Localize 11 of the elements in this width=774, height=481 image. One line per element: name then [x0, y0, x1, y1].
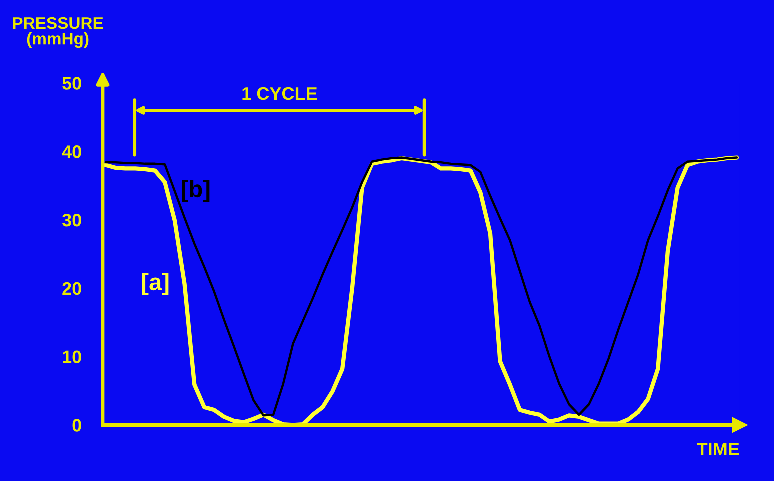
y-axis-title: PRESSURE (mmHg) — [13, 17, 104, 48]
x-axis-title: TIME — [697, 442, 740, 456]
y-tick-label: 50 — [62, 77, 82, 90]
y-tick-label: 0 — [72, 419, 82, 432]
annotation: 1 CYCLE — [242, 87, 318, 100]
y-tick-label: 10 — [63, 350, 82, 364]
y-tick-label: 30 — [62, 214, 82, 227]
series-label: [a] — [142, 273, 169, 296]
y-tick-label: 40 — [62, 146, 82, 158]
series-label: [b] — [182, 180, 210, 202]
y-tick-label: 20 — [62, 282, 82, 296]
